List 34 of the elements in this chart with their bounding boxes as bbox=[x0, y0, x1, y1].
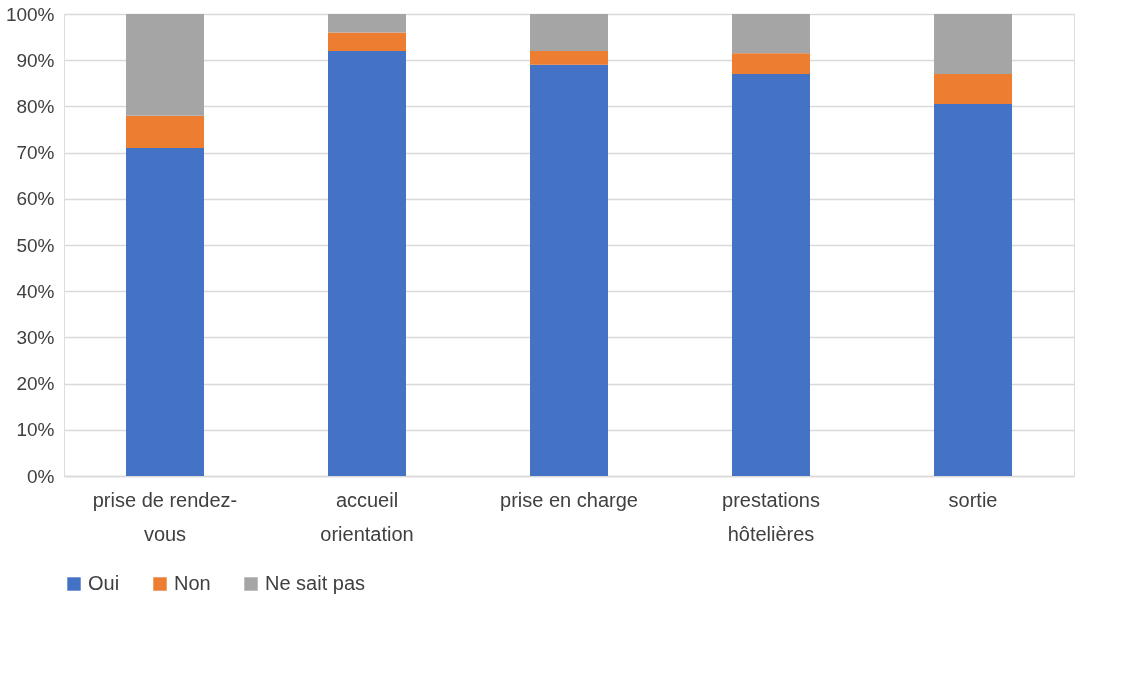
x-tick-label: accueil orientation bbox=[320, 488, 414, 545]
y-tick-label: 90% bbox=[16, 49, 55, 71]
bar bbox=[126, 147, 204, 476]
bar bbox=[934, 104, 1012, 476]
y-tick-label: 30% bbox=[16, 326, 55, 348]
bar bbox=[530, 14, 608, 51]
y-tick-label: 70% bbox=[16, 142, 55, 164]
y-tick-label: 60% bbox=[16, 188, 55, 210]
y-tick-label: 50% bbox=[16, 234, 55, 256]
legend-label: Ne sait pas bbox=[265, 572, 366, 594]
bar bbox=[530, 64, 608, 476]
y-tick-label: 0% bbox=[27, 465, 55, 487]
bar bbox=[328, 32, 406, 51]
x-tick-label: prise en charge bbox=[500, 488, 638, 511]
x-tick-label: sortie bbox=[948, 488, 998, 511]
legend-label: Oui bbox=[88, 572, 120, 594]
bar bbox=[934, 74, 1012, 105]
y-tick-label: 20% bbox=[16, 373, 55, 395]
bar bbox=[126, 115, 204, 148]
bar bbox=[328, 14, 406, 33]
y-tick-label: 40% bbox=[16, 280, 55, 302]
bar bbox=[126, 14, 204, 116]
bar bbox=[732, 74, 810, 476]
y-tick-label: 10% bbox=[16, 419, 55, 441]
bar bbox=[934, 14, 1012, 75]
y-tick-label: 80% bbox=[16, 95, 55, 117]
legend-label: Non bbox=[174, 572, 211, 594]
bar bbox=[530, 50, 608, 65]
y-tick-label: 100% bbox=[5, 3, 55, 25]
x-tick-label: prise de rendez-vous bbox=[92, 488, 238, 545]
bar bbox=[732, 53, 810, 75]
bar bbox=[328, 50, 406, 476]
x-tick-label: prestations hôtelières bbox=[722, 488, 820, 545]
bar bbox=[732, 14, 810, 54]
